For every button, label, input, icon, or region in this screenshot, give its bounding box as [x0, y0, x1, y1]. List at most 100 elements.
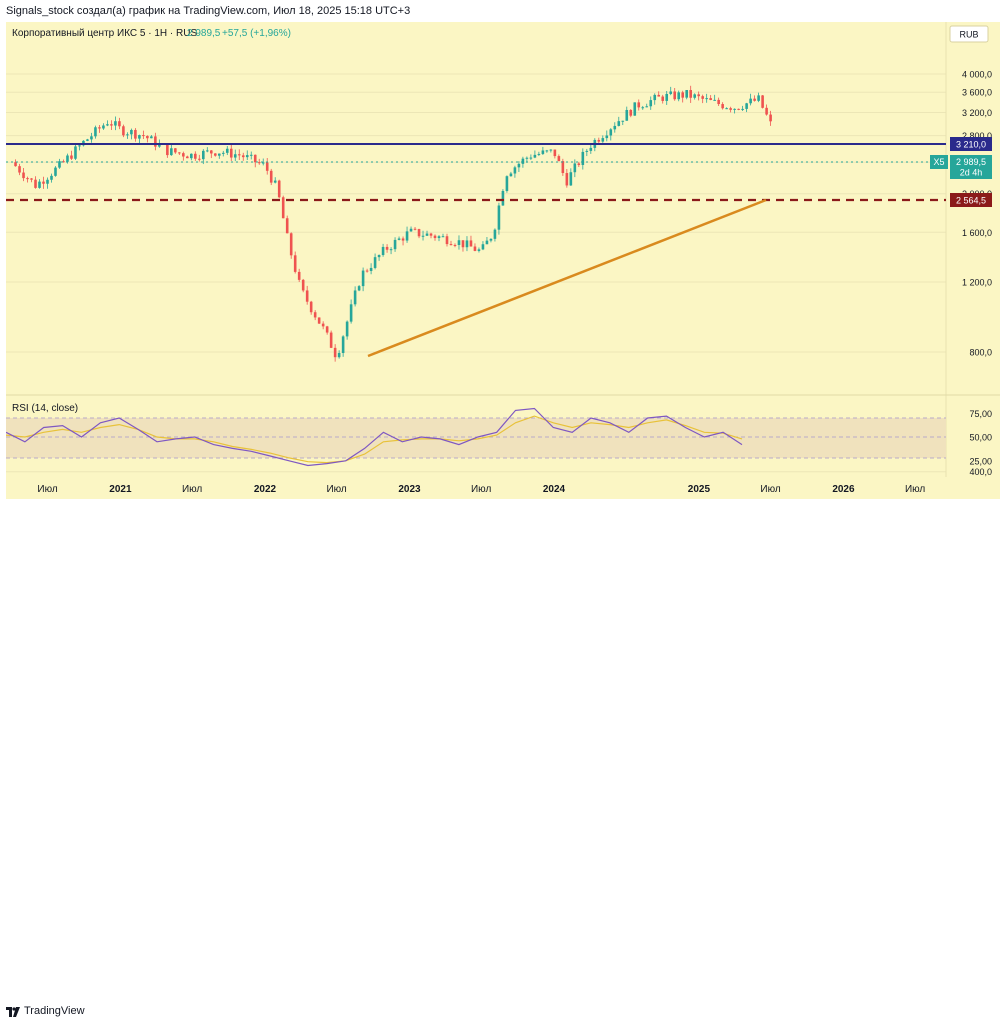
current-price-value: 2 989,5	[956, 157, 986, 167]
legend-symbol: Корпоративный центр ИКС 5 · 1H · RUS	[12, 28, 197, 39]
candle-body	[217, 153, 221, 156]
candle-body	[42, 181, 45, 184]
current-price-badge	[950, 155, 992, 179]
candle-body	[38, 181, 41, 188]
candle-body	[22, 172, 25, 179]
rsi-label: RSI (14, close)	[12, 403, 78, 414]
candle-body	[421, 235, 425, 237]
candle-body	[78, 145, 81, 147]
resistance-badge	[950, 137, 992, 151]
candle-body	[233, 154, 237, 158]
candle-body	[98, 127, 101, 129]
candle-body	[557, 156, 561, 162]
candle-body	[649, 100, 653, 107]
candle-body	[749, 98, 752, 104]
support-badge	[950, 193, 992, 207]
time-tick: 2021	[109, 484, 132, 495]
candle-body	[349, 304, 353, 322]
candle-body	[70, 155, 73, 159]
candle-body	[417, 229, 421, 237]
candle-body	[213, 153, 217, 156]
candle-body	[34, 179, 37, 188]
candle-body	[661, 96, 665, 101]
candle-body	[541, 150, 545, 154]
price-tick: 400,0	[969, 467, 992, 477]
candle-body	[757, 95, 760, 101]
candle-body	[449, 244, 453, 246]
candle-body	[601, 138, 605, 142]
candle-body	[389, 249, 393, 251]
candle-body	[94, 127, 97, 137]
candle-body	[309, 301, 313, 313]
candle-body	[737, 108, 740, 110]
chart-area[interactable]: Корпоративный центр ИКС 5 · 1H · RUS 2 9…	[6, 22, 1000, 499]
price-tick: 800,0	[969, 348, 992, 358]
candle-body	[182, 153, 185, 157]
candle-body	[641, 107, 645, 109]
candle-body	[669, 91, 673, 94]
candle-body	[174, 148, 177, 153]
candle-body	[122, 126, 125, 136]
time-tick: Июл	[182, 484, 202, 495]
candle-body	[481, 244, 485, 250]
candle-body	[253, 154, 257, 163]
candle-body	[701, 96, 704, 99]
time-axis: Июл 2021 Июл 2022 Июл 2023 Июл 2024 2025 Июл 2026 И…	[37, 484, 925, 495]
candle-body	[102, 125, 105, 129]
price-tick: 1 200,0	[962, 277, 992, 287]
candle-body	[521, 158, 525, 164]
candle-body	[673, 91, 677, 100]
footer: TradingView	[0, 499, 1000, 1017]
candle-body	[693, 94, 696, 98]
price-tick: 3 200,0	[962, 108, 992, 118]
candle-body	[158, 143, 161, 147]
ticker-badge	[930, 155, 948, 169]
candle-body	[301, 279, 305, 291]
candle-body	[765, 107, 768, 115]
candle-body	[761, 95, 764, 108]
time-tick: Июл	[905, 484, 925, 495]
candle-body	[545, 150, 549, 152]
candle-body	[186, 156, 189, 159]
currency-label: RUB	[959, 30, 978, 40]
candle-body	[126, 134, 129, 136]
candle-body	[501, 190, 505, 206]
candle-body	[194, 153, 197, 159]
candle-body	[425, 233, 429, 236]
time-tick: 2022	[254, 484, 277, 495]
candle-body	[245, 155, 249, 158]
candle-body	[705, 98, 708, 100]
rsi-axis: 25,00 50,00 75,00	[969, 409, 992, 467]
candle-body	[677, 92, 681, 100]
currency-button[interactable]	[949, 25, 989, 43]
rsi-tick: 50,00	[969, 433, 992, 443]
candle-body	[741, 108, 744, 110]
candle-body	[50, 175, 53, 180]
candle-body	[721, 104, 724, 109]
candle-body	[293, 255, 297, 272]
candle-body	[497, 205, 501, 230]
resistance-value: 3 210,0	[956, 140, 986, 150]
candle-body	[397, 238, 401, 240]
candle-body	[629, 109, 633, 116]
candle-body	[14, 162, 17, 167]
candle-body	[485, 240, 489, 245]
candle-body	[401, 238, 405, 241]
trend-line[interactable]	[367, 198, 767, 358]
candle-body	[237, 154, 241, 156]
candle-body	[261, 162, 265, 164]
candle-body	[613, 125, 617, 130]
candle-body	[106, 124, 109, 126]
candle-body	[345, 321, 349, 337]
candle-body	[645, 106, 649, 108]
support-value: 2 564,5	[956, 196, 986, 206]
candle-body	[577, 163, 581, 165]
candle-body	[225, 148, 229, 153]
rsi-ma-line	[6, 415, 743, 464]
candle-body	[725, 108, 728, 110]
time-tick: 2025	[688, 484, 711, 495]
candle-body	[573, 163, 577, 173]
candle-body	[46, 179, 49, 184]
candle-body	[621, 120, 625, 122]
price-chart[interactable]: Корпоративный центр ИКС 5 · 1H · RUS 2 9…	[6, 22, 1000, 499]
